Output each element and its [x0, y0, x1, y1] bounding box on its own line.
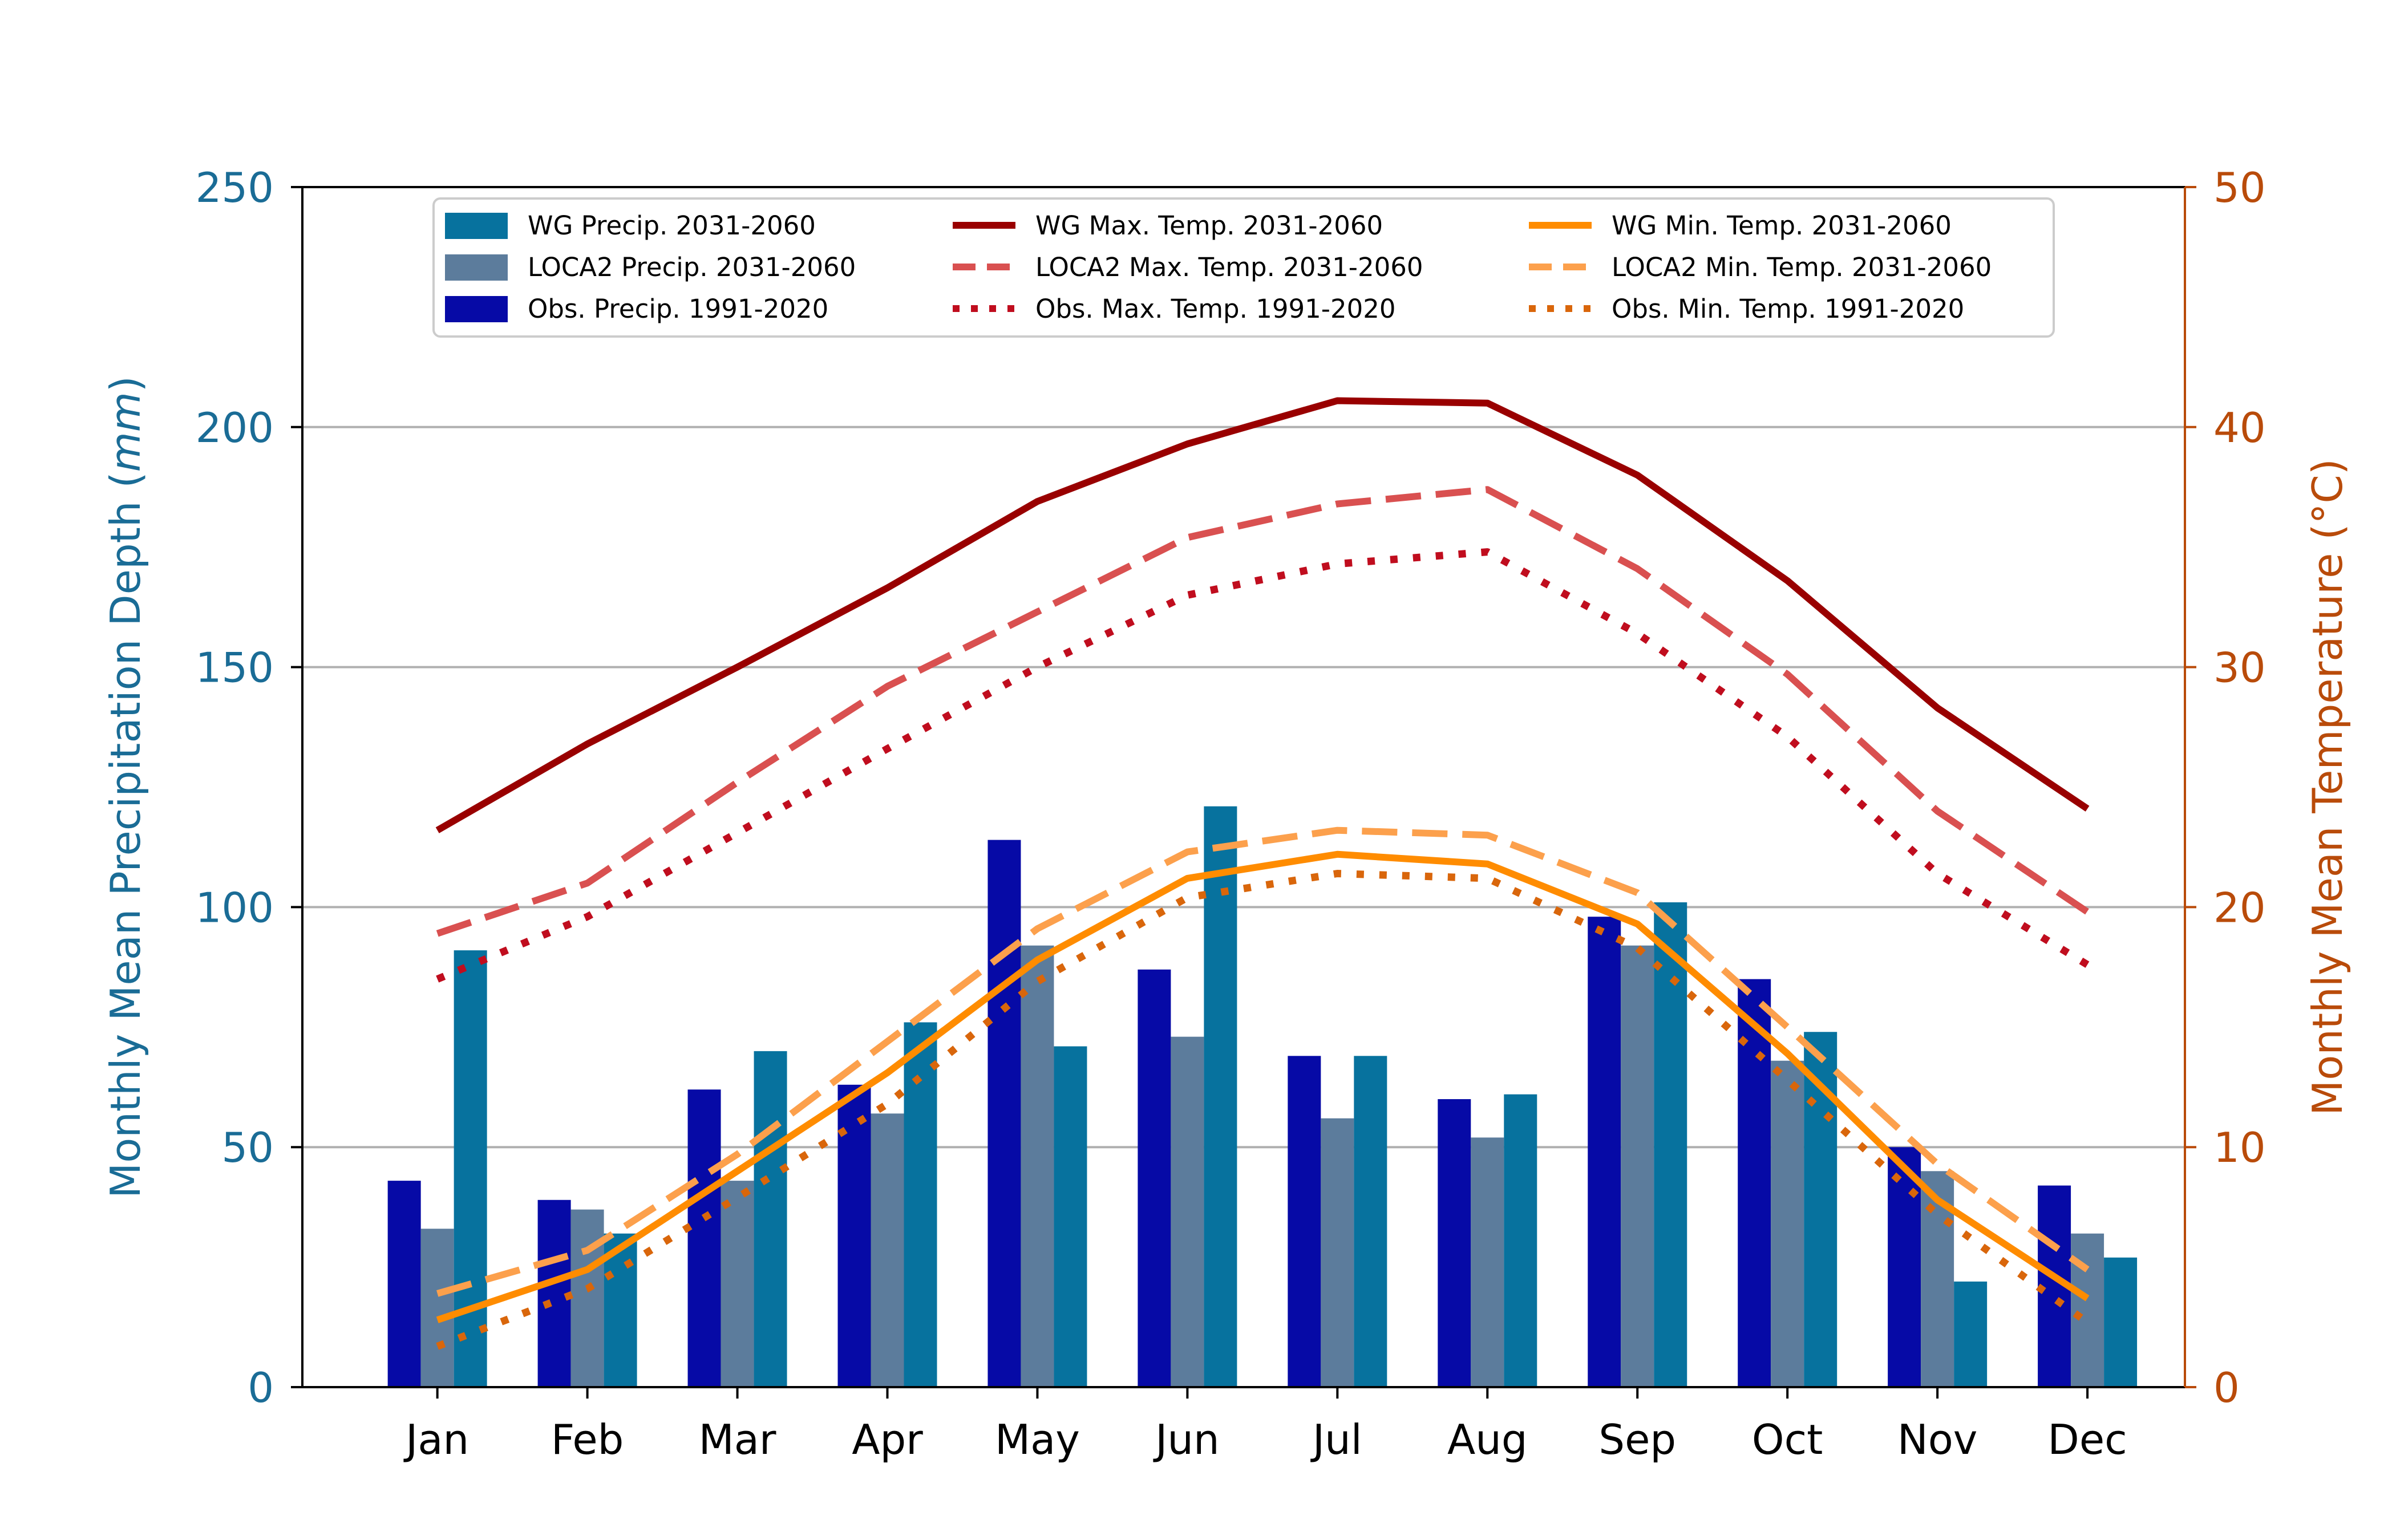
left-axis-title: Monthly Mean Precipitation Depth (mm): [102, 376, 149, 1198]
right-tick-label: 40: [2213, 404, 2266, 452]
left-tick-label: 50: [221, 1124, 274, 1172]
bar: [1021, 945, 1054, 1387]
bar: [1771, 1060, 1804, 1387]
legend-label: Obs. Min. Temp. 1991-2020: [1612, 294, 1964, 324]
bar: [721, 1181, 754, 1387]
bar: [1588, 917, 1621, 1387]
bar: [420, 1229, 454, 1387]
bar: [754, 1051, 787, 1387]
legend-label: WG Min. Temp. 2031-2060: [1612, 210, 1952, 241]
bar: [1354, 1056, 1387, 1387]
left-tick-label: 200: [196, 404, 274, 452]
x-tick-label: Jun: [1153, 1416, 1220, 1464]
legend-swatch: [445, 254, 508, 281]
right-axis: 0 10 20 30 40 50: [2184, 164, 2266, 1412]
x-tick-label: Nov: [1897, 1416, 1978, 1464]
x-tick-label: Jan: [403, 1416, 469, 1464]
right-tick-label: 10: [2213, 1124, 2266, 1172]
legend-label: LOCA2 Precip. 2031-2060: [528, 252, 856, 282]
right-tick-label: 20: [2213, 884, 2266, 931]
bar: [1738, 979, 1771, 1387]
right-axis-title: Monthly Mean Temperature (°C): [2304, 459, 2352, 1116]
bar: [1888, 1147, 1921, 1387]
bar: [1621, 945, 1654, 1387]
bar: [1471, 1137, 1504, 1387]
bar: [1504, 1094, 1537, 1387]
series-line: [436, 870, 2090, 1350]
bar: [1321, 1118, 1354, 1387]
left-tick-label: 250: [196, 164, 274, 212]
bar: [1288, 1056, 1321, 1387]
bar: [2071, 1233, 2104, 1387]
bar: [1171, 1036, 1204, 1387]
legend-label: Obs. Precip. 1991-2020: [528, 294, 828, 324]
left-axis: 0 50 100 150 200 250: [196, 164, 303, 1412]
left-tick-label: 100: [196, 884, 274, 931]
x-tick-label: Oct: [1752, 1416, 1823, 1464]
series-line: [436, 850, 2090, 1323]
bar: [687, 1089, 721, 1387]
bar: [871, 1113, 904, 1387]
right-tick-label: 0: [2213, 1364, 2240, 1412]
bar: [1438, 1099, 1471, 1387]
x-tick-label: Jul: [1310, 1416, 1362, 1464]
legend-label: LOCA2 Min. Temp. 2031-2060: [1612, 252, 1992, 282]
legend: WG Precip. 2031-2060 WG Max. Temp. 2031-2…: [432, 197, 2055, 338]
x-tick-label: Aug: [1447, 1416, 1528, 1464]
right-tick-label: 30: [2213, 644, 2266, 692]
bar: [1654, 902, 1687, 1387]
bar: [987, 840, 1021, 1387]
x-tick-label: Feb: [551, 1416, 624, 1464]
series-line: [436, 548, 2090, 983]
bar: [387, 1181, 421, 1387]
bar: [904, 1022, 937, 1387]
legend-box: [432, 197, 2055, 338]
legend-swatch: [445, 296, 508, 322]
legend-label: WG Precip. 2031-2060: [528, 210, 816, 241]
legend-label: WG Max. Temp. 2031-2060: [1035, 210, 1383, 241]
bar: [1138, 969, 1171, 1387]
bar: [2104, 1257, 2138, 1387]
x-tick-label: Dec: [2047, 1416, 2127, 1464]
bar: [570, 1209, 604, 1387]
series-line: [435, 397, 2090, 833]
bar: [1804, 1032, 1838, 1387]
bar: [1954, 1281, 1988, 1387]
series-line: [436, 486, 2090, 937]
x-tick-label: May: [995, 1416, 1080, 1464]
bar: [454, 950, 487, 1387]
x-tick-label: Sep: [1598, 1416, 1676, 1464]
left-tick-label: 150: [196, 644, 274, 692]
legend-label: LOCA2 Max. Temp. 2031-2060: [1035, 252, 1423, 282]
series-line: [436, 826, 2090, 1297]
x-axis: Jan Feb Mar Apr May Jun Jul Aug Sep Oct Nov Dec: [403, 1387, 2127, 1464]
right-tick-label: 50: [2213, 164, 2266, 212]
legend-swatch: [445, 213, 508, 239]
temperature-lines: [435, 397, 2090, 1350]
x-tick-label: Mar: [699, 1416, 776, 1464]
left-tick-label: 0: [248, 1364, 274, 1412]
legend-label: Obs. Max. Temp. 1991-2020: [1035, 294, 1396, 324]
x-tick-label: Apr: [852, 1416, 923, 1464]
bar: [1204, 806, 1237, 1387]
bar: [1054, 1046, 1087, 1387]
